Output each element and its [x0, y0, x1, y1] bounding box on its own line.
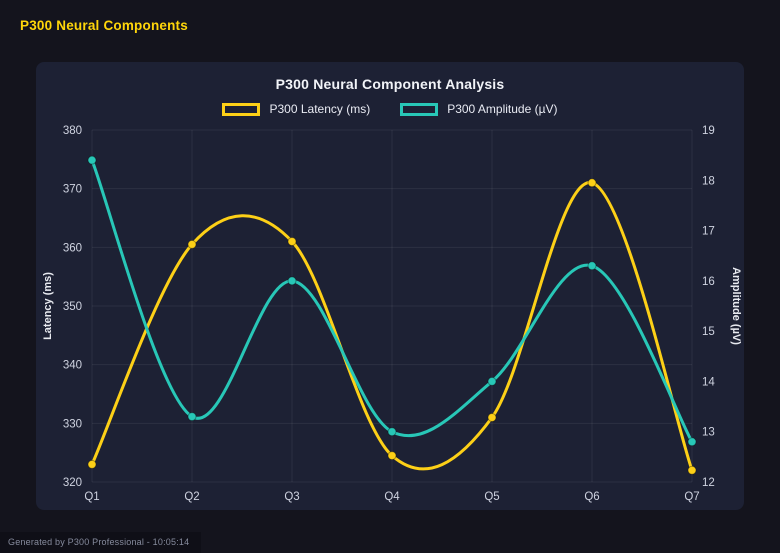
page-title: P300 Neural Components	[20, 18, 188, 33]
x-axis-tick: Q6	[584, 491, 599, 503]
x-axis-tick: Q5	[484, 491, 499, 503]
legend-swatch-amplitude	[400, 102, 439, 116]
x-axis-tick: Q3	[284, 491, 299, 503]
latency-point-Q7[interactable]	[687, 465, 697, 475]
legend-item-latency[interactable]: P300 Latency (ms)	[222, 102, 370, 116]
grid-lines	[91, 129, 693, 483]
right-axis-tick: 18	[702, 175, 715, 187]
line-chart-plot: 320 330 340 350 360 370 380 12 13 14 15 16 17 18 19 Q1 Q…	[36, 124, 744, 508]
legend-item-amplitude[interactable]: P300 Amplitude (µV)	[400, 102, 558, 116]
legend-swatch-latency	[222, 102, 261, 116]
latency-point-Q1[interactable]	[87, 459, 97, 469]
legend-label-latency: P300 Latency (ms)	[269, 102, 371, 116]
right-axis-tick: 19	[702, 125, 715, 137]
right-axis-label: Amplitude (µV)	[730, 267, 742, 345]
latency-point-Q2[interactable]	[187, 239, 197, 249]
left-axis-tick: 380	[63, 125, 82, 137]
legend-label-amplitude: P300 Amplitude (µV)	[447, 102, 558, 116]
latency-point-Q5[interactable]	[487, 412, 497, 422]
right-axis-tick: 13	[702, 427, 715, 439]
right-axis-tick: 17	[702, 226, 715, 238]
right-axis-tick: 12	[702, 477, 715, 489]
right-axis-tick: 16	[702, 276, 715, 288]
right-axis-tick: 15	[702, 326, 715, 338]
amplitude-point-Q4[interactable]	[387, 427, 397, 437]
left-axis-tick: 330	[63, 418, 82, 430]
left-axis-tick: 340	[63, 360, 82, 372]
left-axis-label: Latency (ms)	[42, 272, 54, 340]
footer-note: Generated by P300 Professional - 10:05:1…	[0, 532, 202, 553]
left-axis-tick: 320	[63, 477, 82, 489]
chart-card: P300 Neural Component Analysis P300 Late…	[36, 62, 744, 510]
x-axis-tick: Q7	[684, 491, 699, 503]
amplitude-point-Q3[interactable]	[287, 276, 297, 286]
x-axis-tick: Q4	[384, 491, 400, 503]
latency-point-Q4[interactable]	[387, 451, 397, 461]
chart-legend: P300 Latency (ms) P300 Amplitude (µV)	[36, 102, 744, 116]
x-axis-tick: Q1	[84, 491, 99, 503]
latency-point-Q3[interactable]	[287, 236, 297, 246]
left-axis-tick: 370	[63, 184, 82, 196]
amplitude-point-Q7[interactable]	[687, 437, 697, 447]
x-axis-tick: Q2	[184, 491, 199, 503]
chart-svg: 320 330 340 350 360 370 380 12 13 14 15 16 17 18 19 Q1 Q…	[42, 125, 742, 503]
left-axis-tick: 360	[63, 242, 82, 254]
amplitude-point-Q6[interactable]	[587, 261, 597, 271]
right-axis-tick: 14	[702, 376, 715, 388]
amplitude-point-Q1[interactable]	[87, 155, 97, 165]
left-axis-tick: 350	[63, 301, 82, 313]
amplitude-point-Q2[interactable]	[187, 412, 197, 422]
amplitude-point-Q5[interactable]	[487, 376, 497, 386]
latency-point-Q6[interactable]	[587, 178, 597, 188]
chart-title: P300 Neural Component Analysis	[275, 76, 505, 92]
